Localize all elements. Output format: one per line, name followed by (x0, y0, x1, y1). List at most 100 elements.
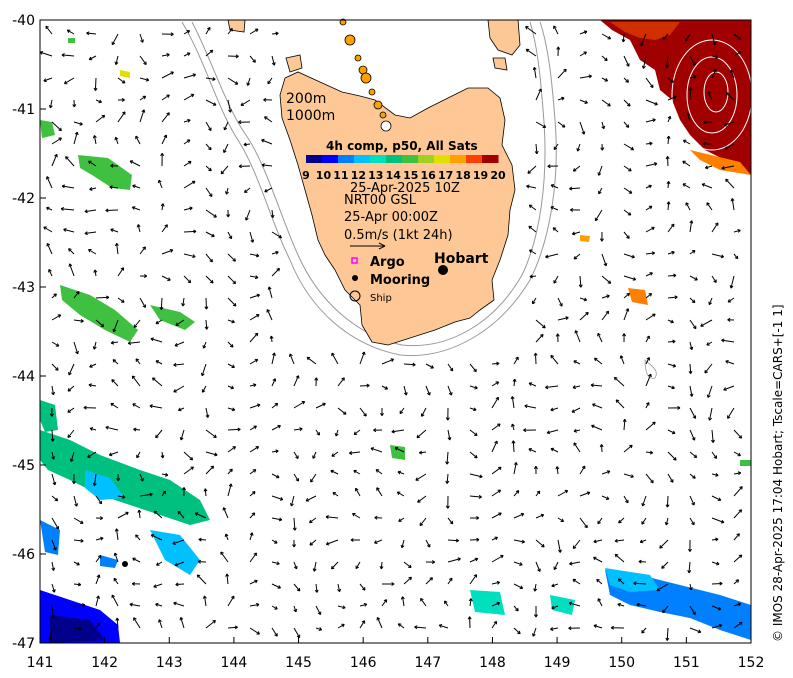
current-vector (446, 473, 449, 484)
current-vector-head (627, 103, 631, 107)
current-vector (137, 224, 141, 233)
current-vector (447, 517, 454, 525)
colorbar-swatch (370, 155, 387, 163)
current-vector-head (69, 458, 74, 462)
current-vector (597, 333, 603, 343)
current-vector (293, 627, 301, 638)
current-vector (111, 33, 119, 45)
current-vector (46, 207, 53, 211)
current-vector-head (614, 553, 619, 558)
current-vector (526, 185, 537, 189)
current-vector-head (43, 78, 47, 83)
current-vector (150, 338, 163, 343)
current-vector (161, 71, 174, 79)
current-vector (535, 88, 542, 101)
x-tick-label: 151 (673, 655, 700, 671)
current-vector-head (584, 524, 588, 529)
current-vector-head (181, 487, 186, 491)
current-vector (535, 334, 544, 343)
current-vector (178, 407, 185, 411)
current-vector-head (363, 413, 367, 417)
current-vector (623, 187, 633, 194)
current-vector (70, 451, 75, 462)
current-vector-head (691, 250, 696, 254)
current-vector (733, 253, 739, 260)
current-vector (623, 121, 630, 128)
current-vector (51, 605, 54, 618)
current-vector-head (243, 142, 247, 147)
current-vector (161, 490, 166, 497)
current-vector (525, 48, 537, 57)
colorbar-tick-label: 9 (302, 169, 310, 182)
current-vector (572, 385, 581, 389)
current-vector-head (474, 432, 478, 436)
current-vector-head (210, 465, 215, 470)
current-vector (370, 447, 383, 453)
current-vector-head (366, 383, 370, 388)
current-vector (550, 355, 559, 365)
current-vector-head (672, 339, 676, 344)
current-vector (261, 164, 273, 167)
current-vector (659, 539, 669, 549)
current-vector-head (380, 412, 384, 417)
current-vector-head (374, 540, 378, 544)
current-vector (640, 539, 647, 543)
current-vector-head (583, 51, 587, 55)
current-vector-head (212, 77, 216, 81)
current-vector (601, 253, 607, 267)
current-vector-head (175, 582, 179, 587)
current-vector (183, 74, 196, 79)
current-vector-head (207, 26, 211, 31)
current-vector-head (685, 38, 689, 42)
current-vector (656, 583, 669, 592)
current-vector-head (110, 340, 115, 345)
current-vector-head (330, 469, 334, 474)
current-vector (95, 537, 104, 541)
current-vector-head (109, 185, 113, 190)
current-vector-head (153, 584, 157, 588)
current-vector-head (205, 414, 210, 418)
current-vector (403, 363, 416, 366)
current-vector-head (113, 577, 118, 582)
current-vector-head (129, 602, 133, 607)
current-vector (733, 50, 742, 57)
current-vector-head (355, 565, 359, 570)
current-vector-head (202, 595, 207, 599)
current-vector (73, 131, 78, 145)
current-vector-head (68, 371, 72, 376)
current-vector (569, 561, 581, 565)
current-vector (94, 77, 97, 91)
current-vector-head (593, 539, 597, 544)
current-vector (73, 319, 84, 322)
current-vector-head (540, 513, 545, 518)
current-vector (598, 187, 603, 195)
current-vector (271, 561, 280, 565)
current-vector (731, 198, 735, 211)
current-vector-head (641, 65, 646, 69)
current-vector (337, 377, 345, 387)
current-vector-head (692, 475, 696, 479)
current-vector (557, 490, 568, 497)
current-vector-head (671, 430, 676, 435)
current-vector-head (92, 346, 97, 350)
current-vector-head (189, 206, 193, 211)
current-vector-head (77, 582, 82, 587)
current-vectors (39, 25, 743, 641)
current-vector (689, 385, 693, 397)
current-vector (601, 470, 611, 475)
current-vector (271, 495, 283, 501)
current-vector-head (533, 466, 538, 470)
current-vector-head (629, 444, 633, 449)
current-vector-head (605, 310, 610, 315)
current-vector-head (631, 254, 635, 259)
current-vector-head (261, 138, 265, 143)
current-vector-head (706, 202, 710, 206)
current-vector (614, 377, 625, 387)
current-vector-head (114, 242, 119, 247)
current-vector-head (275, 31, 279, 36)
current-vector-head (494, 440, 498, 445)
current-vector-head (552, 227, 557, 231)
current-vector-head (640, 42, 644, 47)
current-vector (645, 77, 654, 88)
current-vector (685, 33, 691, 42)
